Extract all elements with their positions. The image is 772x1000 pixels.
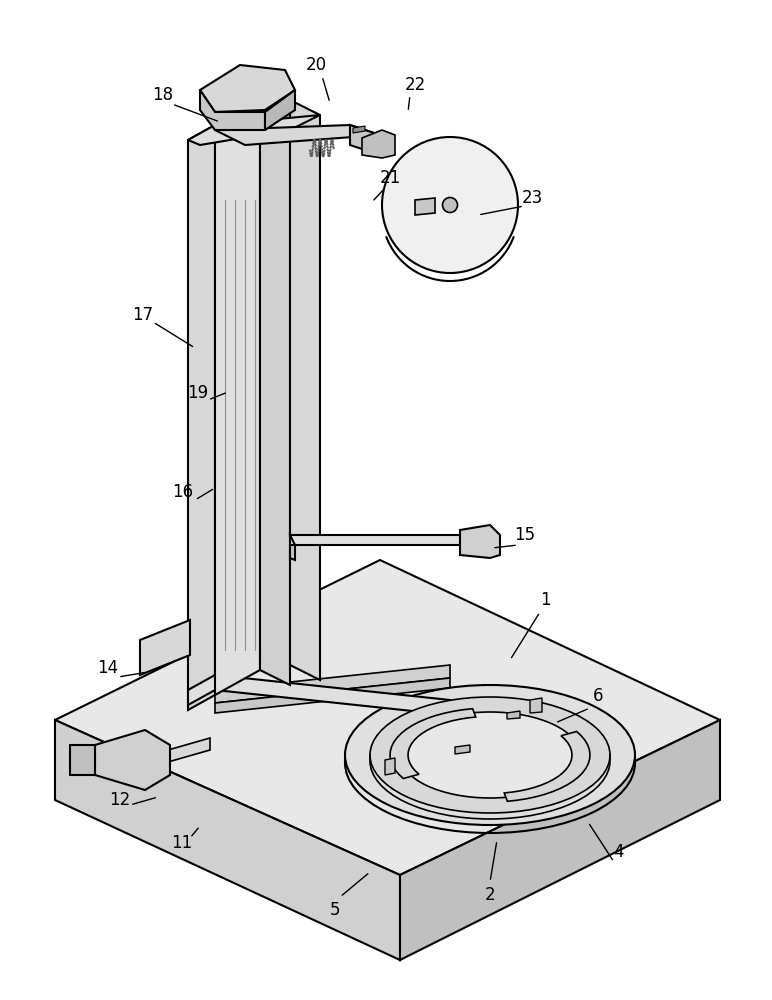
Text: 1: 1 [540, 591, 550, 609]
Polygon shape [265, 90, 295, 130]
Polygon shape [215, 85, 290, 125]
Polygon shape [215, 665, 450, 703]
Text: 12: 12 [110, 791, 130, 809]
Polygon shape [215, 678, 450, 713]
Polygon shape [140, 620, 190, 675]
Text: 21: 21 [379, 169, 401, 187]
Polygon shape [350, 125, 380, 155]
Ellipse shape [345, 685, 635, 825]
Ellipse shape [382, 137, 518, 273]
Text: 6: 6 [593, 687, 603, 705]
Ellipse shape [400, 712, 580, 798]
Text: 16: 16 [172, 483, 194, 501]
Polygon shape [290, 100, 320, 680]
Text: 2: 2 [485, 886, 496, 904]
Polygon shape [504, 732, 590, 801]
Polygon shape [400, 720, 720, 960]
Polygon shape [390, 709, 476, 778]
Text: 11: 11 [171, 834, 193, 852]
Polygon shape [188, 115, 320, 145]
Polygon shape [188, 675, 450, 715]
Polygon shape [260, 85, 290, 685]
Text: 18: 18 [152, 86, 174, 104]
Polygon shape [385, 758, 395, 775]
Ellipse shape [370, 697, 610, 813]
Polygon shape [215, 85, 260, 695]
Text: 22: 22 [405, 76, 425, 94]
Polygon shape [215, 125, 380, 145]
Polygon shape [55, 720, 400, 960]
Polygon shape [70, 745, 95, 775]
Text: 14: 14 [97, 659, 119, 677]
Text: 20: 20 [306, 56, 327, 74]
Polygon shape [415, 198, 435, 215]
Text: 17: 17 [133, 306, 154, 324]
Polygon shape [460, 525, 500, 558]
Polygon shape [140, 738, 210, 770]
Text: 19: 19 [188, 384, 208, 402]
Polygon shape [353, 126, 365, 133]
Text: 23: 23 [521, 189, 543, 207]
Text: 5: 5 [330, 901, 340, 919]
Polygon shape [95, 730, 170, 790]
Polygon shape [55, 560, 720, 875]
Polygon shape [290, 545, 295, 560]
Polygon shape [290, 535, 495, 545]
Polygon shape [188, 125, 215, 710]
Text: 15: 15 [514, 526, 536, 544]
Ellipse shape [442, 198, 458, 213]
Polygon shape [455, 745, 470, 754]
Polygon shape [530, 698, 542, 713]
Polygon shape [507, 711, 520, 719]
Polygon shape [200, 90, 265, 130]
Text: 4: 4 [613, 843, 623, 861]
Polygon shape [362, 130, 395, 158]
Polygon shape [200, 65, 295, 112]
